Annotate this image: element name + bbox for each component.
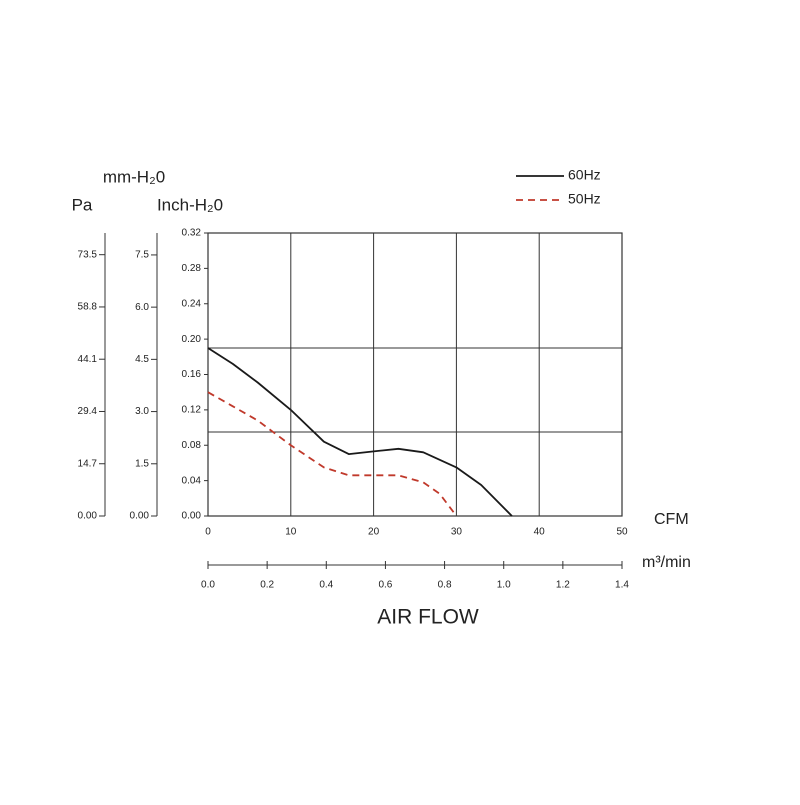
y2-tick-label: 0.00 — [130, 511, 150, 522]
y2-tick-label: 1.5 — [135, 458, 149, 469]
x2-tick-label: 1.4 — [615, 580, 629, 591]
x2-tick-label: 0.8 — [438, 580, 452, 591]
y-tick-label: 0.16 — [182, 369, 202, 380]
x-tick-label: 30 — [451, 527, 463, 538]
y3-tick-label: 29.4 — [78, 406, 98, 417]
y-tick-label: 0.08 — [182, 440, 202, 451]
legend-label: 60Hz — [568, 167, 601, 183]
legend-label: 50Hz — [568, 191, 601, 207]
x-tick-label: 40 — [534, 527, 546, 538]
chart-title: AIR FLOW — [377, 606, 479, 629]
y-tick-label: 0.00 — [182, 511, 202, 522]
x2-tick-label: 0.0 — [201, 580, 215, 591]
y-tick-label: 0.24 — [182, 298, 202, 309]
x-axis-label: CFM — [654, 511, 689, 528]
x2-tick-label: 0.4 — [319, 580, 333, 591]
y-tick-label: 0.28 — [182, 263, 202, 274]
x-tick-label: 20 — [368, 527, 380, 538]
y2-tick-label: 3.0 — [135, 406, 149, 417]
x-tick-label: 10 — [285, 527, 297, 538]
series-line — [207, 347, 513, 517]
y-tick-label: 0.20 — [182, 334, 202, 345]
y3-tick-label: 58.8 — [78, 302, 98, 313]
y3-tick-label: 73.5 — [78, 249, 98, 260]
y-tick-label: 0.32 — [182, 228, 202, 239]
x-tick-label: 50 — [616, 527, 628, 538]
x2-tick-label: 1.2 — [556, 580, 570, 591]
y2-tick-label: 6.0 — [135, 302, 149, 313]
y-tick-label: 0.04 — [182, 475, 202, 486]
y2-tick-label: 4.5 — [135, 354, 149, 365]
y2-axis-label: mm-H₂0 — [103, 167, 165, 186]
x-tick-label: 0 — [205, 527, 211, 538]
y3-tick-label: 14.7 — [78, 458, 98, 469]
x2-axis-label: m³/min — [642, 554, 691, 571]
y-axis-label: Inch-H₂0 — [157, 195, 223, 214]
y3-axis-label: Pa — [72, 195, 93, 214]
y3-tick-label: 44.1 — [78, 354, 98, 365]
x2-tick-label: 0.6 — [378, 580, 392, 591]
x2-tick-label: 0.2 — [260, 580, 274, 591]
y2-tick-label: 7.5 — [135, 250, 149, 261]
plot-frame — [207, 232, 623, 517]
series-line — [207, 391, 458, 517]
x2-tick-label: 1.0 — [497, 580, 511, 591]
y3-tick-label: 0.00 — [78, 511, 98, 522]
y-tick-label: 0.12 — [182, 405, 202, 416]
